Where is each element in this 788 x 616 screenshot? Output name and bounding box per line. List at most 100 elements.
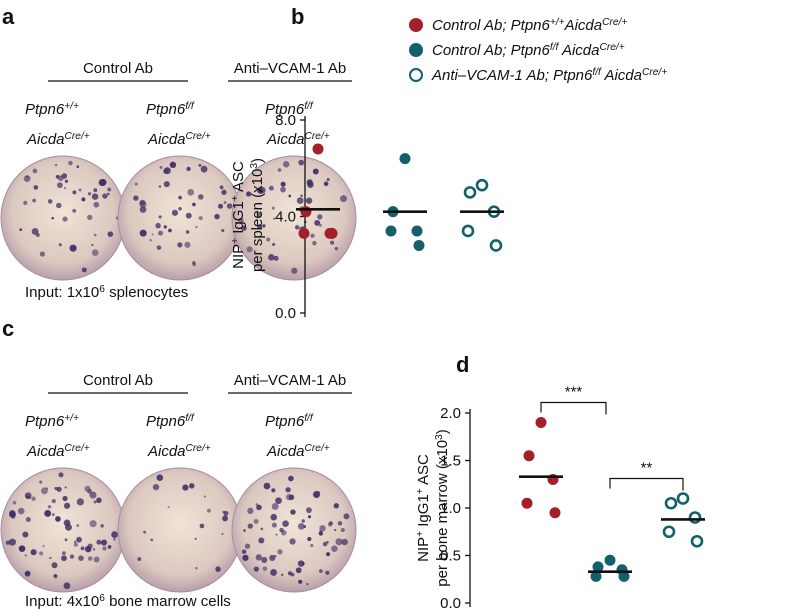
spot — [301, 519, 305, 523]
spot — [221, 189, 227, 195]
data-point — [549, 507, 561, 519]
data-point — [300, 206, 312, 218]
spot — [313, 491, 320, 498]
spot — [326, 177, 330, 182]
spot — [275, 497, 282, 504]
spot — [238, 217, 244, 224]
spot — [93, 188, 98, 193]
spot — [9, 511, 16, 518]
spot — [255, 503, 258, 506]
spot — [330, 240, 335, 245]
input-note-part: Input: 1x10 — [25, 284, 99, 301]
spot — [158, 215, 162, 219]
spot — [69, 554, 75, 559]
spot — [260, 527, 264, 531]
spot — [333, 503, 340, 509]
spot — [277, 168, 282, 172]
spot — [186, 166, 191, 172]
spot — [64, 179, 69, 183]
spot — [78, 188, 82, 192]
y-axis-label: NIP+ IgG1+ ASC — [415, 454, 433, 562]
spot — [221, 228, 225, 233]
spot — [279, 527, 284, 533]
well-genotype-part: Ptpn6 — [265, 101, 305, 118]
spot — [310, 233, 315, 238]
spot — [288, 475, 294, 482]
spot — [51, 562, 58, 569]
spot — [72, 190, 77, 195]
well-genotype: AicdaCre/+ — [266, 443, 330, 461]
spot — [303, 525, 307, 528]
spot — [56, 182, 63, 189]
y-tick-label: 0.5 — [440, 548, 461, 565]
spot — [300, 194, 303, 197]
spot — [269, 554, 276, 562]
spot — [297, 522, 305, 530]
spot — [195, 225, 198, 229]
spot — [74, 540, 77, 543]
spot — [152, 483, 160, 491]
data-point — [676, 492, 690, 505]
data-point — [312, 143, 324, 155]
y-axis-label-part: ASC — [230, 161, 247, 195]
spot — [307, 515, 312, 519]
spot — [100, 524, 104, 528]
well-genotype: Ptpn6+/+ — [25, 101, 79, 119]
spot — [280, 186, 286, 193]
well-genotype-part: Cre/+ — [65, 131, 90, 142]
spot — [107, 231, 114, 237]
well-genotype-part: Cre/+ — [186, 443, 211, 454]
y-axis-label-part: 3 — [434, 434, 445, 440]
y-axis-label: NIP+ IgG1+ ASC — [230, 161, 248, 269]
spot — [78, 555, 84, 561]
spot — [89, 491, 97, 499]
spot — [91, 249, 99, 256]
well-genotype: Ptpn6f/f — [265, 413, 314, 431]
spot — [310, 543, 314, 548]
data-point — [298, 227, 310, 239]
well-genotype-part: Cre/+ — [305, 131, 330, 142]
spot — [282, 161, 290, 168]
legend-label-part: +/+ — [550, 17, 565, 28]
spot — [101, 539, 108, 546]
spot — [266, 237, 271, 242]
y-tick-label: 2.0 — [440, 405, 461, 422]
elispot-well — [0, 467, 126, 593]
legend-label-part: Anti–VCAM-1 Ab; Ptpn6 — [431, 67, 593, 84]
group-label: Anti–VCAM-1 Ab — [234, 372, 347, 389]
spot — [91, 243, 94, 247]
well-genotype: AicdaCre/+ — [26, 443, 90, 461]
spot — [12, 500, 17, 505]
spot — [189, 483, 195, 489]
spot — [322, 541, 328, 547]
spot — [93, 500, 97, 504]
spot — [226, 203, 233, 209]
spot — [106, 192, 110, 196]
spot — [240, 225, 247, 232]
spot — [198, 194, 204, 200]
spot — [258, 537, 265, 544]
legend-label-part: Aicda — [558, 42, 599, 59]
elispot-well — [117, 467, 243, 593]
spot — [149, 239, 152, 242]
well-genotype: Ptpn6f/f — [265, 101, 314, 119]
input-note-part: 6 — [99, 284, 105, 295]
spot — [268, 185, 274, 191]
spot — [262, 224, 266, 228]
spot — [246, 246, 253, 253]
legend-label-part: Control Ab; Ptpn6 — [432, 17, 551, 34]
spot — [177, 242, 183, 248]
y-axis-label-part: + — [230, 238, 241, 244]
data-point — [690, 534, 704, 548]
y-tick-label: 0.0 — [275, 305, 296, 322]
spot — [64, 486, 67, 489]
data-point — [523, 450, 535, 462]
spot — [182, 484, 189, 491]
y-tick-label: 0.0 — [440, 595, 461, 612]
spot — [275, 533, 278, 536]
y-axis-label-part: ASC — [415, 454, 432, 488]
spot — [253, 518, 259, 524]
spot — [242, 554, 249, 561]
spot — [33, 185, 39, 190]
spot — [87, 556, 93, 561]
